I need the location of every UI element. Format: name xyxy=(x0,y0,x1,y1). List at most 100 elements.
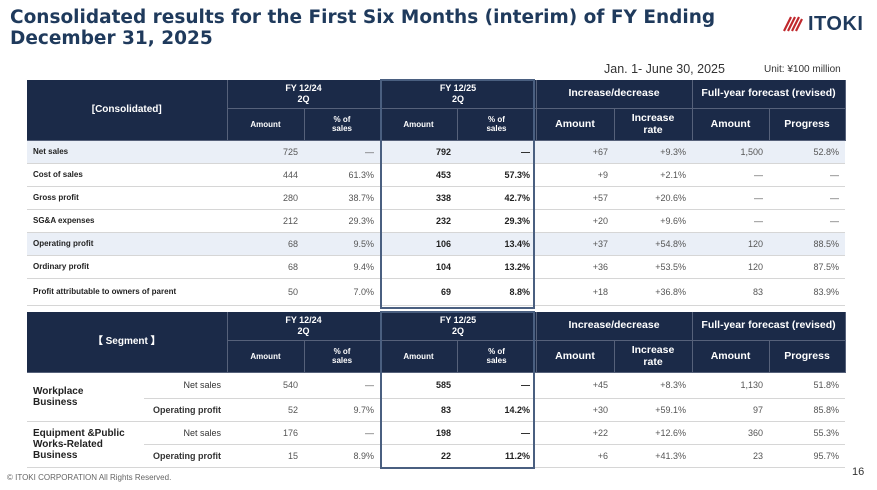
row-label: Cost of sales xyxy=(27,163,227,187)
forecast-amount: 120 xyxy=(692,232,770,256)
fy25-amount: 198 xyxy=(380,421,458,445)
fy25-amount: 453 xyxy=(380,163,457,187)
logo-text: ITOKI xyxy=(808,13,864,35)
increase-amount: +67 xyxy=(536,140,614,164)
table-row: Profit attributable to owners of parent 5… xyxy=(27,278,846,306)
fc-amount-header: Amount xyxy=(692,340,770,373)
row-label: Profit attributable to owners of parent xyxy=(27,278,227,306)
increase-rate: +59.1% xyxy=(614,398,693,422)
segment-metric-label: Operating profit xyxy=(144,444,228,468)
fy25-amount: 792 xyxy=(380,140,457,164)
increase-rate: +20.6% xyxy=(614,186,693,210)
inc-rate-header: Increase rate xyxy=(614,340,693,373)
increase-rate: +53.5% xyxy=(614,255,693,279)
fy24-pct-sales: 9.4% xyxy=(304,255,380,279)
segment-name: Equipment &Public Works-Related Business xyxy=(27,421,144,468)
fy24-amount: 540 xyxy=(227,372,305,399)
segment-name: Workplace Business xyxy=(27,372,144,422)
inc-amount-header: Amount xyxy=(536,108,615,141)
forecast-amount: — xyxy=(692,209,770,233)
forecast-amount: 120 xyxy=(692,255,770,279)
consolidated-corner-label: [Consolidated] xyxy=(27,80,228,141)
fy24-amount: 15 xyxy=(227,444,305,468)
forecast-header: Full-year forecast (revised) xyxy=(692,312,846,341)
period-label: Jan. 1- June 30, 2025 xyxy=(604,62,725,76)
progress-value: — xyxy=(769,163,846,187)
fy24-amount: 50 xyxy=(227,278,304,306)
increase-amount: +22 xyxy=(536,421,615,445)
inc-amount-header: Amount xyxy=(536,340,615,373)
fy24-pct-sales: 9.5% xyxy=(304,232,380,256)
fy25-header: FY 12/25 2Q xyxy=(380,80,537,109)
table-row: Gross profit 280 38.7% 338 42.7% +57 +20.6% — — xyxy=(27,186,846,210)
progress-value: 95.7% xyxy=(769,444,846,468)
fy25-pct-sales: 42.7% xyxy=(457,186,536,210)
row-label: SG&A expenses xyxy=(27,209,227,233)
amount-header: Amount xyxy=(380,108,458,141)
fy24-amount: 68 xyxy=(227,255,304,279)
page-title: Consolidated results for the First Six M… xyxy=(10,7,716,49)
increase-rate: +12.6% xyxy=(614,421,693,445)
row-label: Gross profit xyxy=(27,186,227,210)
progress-value: 51.8% xyxy=(769,372,846,399)
increase-rate: +41.3% xyxy=(614,444,693,468)
fy25-amount: 585 xyxy=(380,372,458,399)
increase-amount: +45 xyxy=(536,372,615,399)
fy25-pct-sales: — xyxy=(457,372,537,399)
table-row: Cost of sales 444 61.3% 453 57.3% +9 +2.1% — — xyxy=(27,163,846,187)
increase-rate: +2.1% xyxy=(614,163,693,187)
increase-amount: +57 xyxy=(536,186,614,210)
progress-header: Progress xyxy=(769,340,846,373)
increase-amount: +20 xyxy=(536,209,614,233)
increase-decrease-header: Increase/decrease xyxy=(536,80,693,109)
increase-amount: +37 xyxy=(536,232,614,256)
fy25-pct-sales: 57.3% xyxy=(457,163,536,187)
fy24-pct-sales: — xyxy=(304,372,381,399)
progress-value: 88.5% xyxy=(769,232,846,256)
fy24-pct-sales: 9.7% xyxy=(304,398,381,422)
row-label: Operating profit xyxy=(27,232,227,256)
fy24-header: FY 12/24 2Q xyxy=(227,312,381,341)
fy25-amount: 232 xyxy=(380,209,457,233)
segment-metric-label: Operating profit xyxy=(144,398,228,422)
row-label: Net sales xyxy=(27,140,227,164)
increase-rate: +9.6% xyxy=(614,209,693,233)
progress-header: Progress xyxy=(769,108,846,141)
pct-sales-header: % of sales xyxy=(304,108,381,141)
forecast-amount: — xyxy=(692,186,770,210)
fy24-header: FY 12/24 2Q xyxy=(227,80,381,109)
table-row: Ordinary profit 68 9.4% 104 13.2% +36 +53.5% 12… xyxy=(27,255,846,279)
inc-rate-header: Increase rate xyxy=(614,108,693,141)
progress-value: 85.8% xyxy=(769,398,846,422)
segment-corner-label: 【 Segment 】 xyxy=(27,312,228,373)
fy24-amount: 68 xyxy=(227,232,304,256)
fy25-amount: 338 xyxy=(380,186,457,210)
forecast-header: Full-year forecast (revised) xyxy=(692,80,846,109)
table-row: Operating profit 68 9.5% 106 13.4% +37 +54.8% 1… xyxy=(27,232,846,256)
fy25-pct-sales: 11.2% xyxy=(457,444,537,468)
pct-sales-header: % of sales xyxy=(457,340,537,373)
increase-rate: +9.3% xyxy=(614,140,693,164)
forecast-amount: 23 xyxy=(692,444,770,468)
fy25-pct-sales: 13.4% xyxy=(457,232,536,256)
progress-value: 52.8% xyxy=(769,140,846,164)
increase-amount: +6 xyxy=(536,444,615,468)
progress-value: — xyxy=(769,209,846,233)
table-row: Operating profit 52 9.7% 83 14.2% +30 +59.1% 97… xyxy=(27,398,846,422)
page-number: 16 xyxy=(852,466,865,478)
increase-amount: +18 xyxy=(536,278,614,306)
segment-table: 【 Segment 】 FY 12/24 2Q FY 12/25 2Q Incr… xyxy=(27,312,846,468)
increase-rate: +8.3% xyxy=(614,372,693,399)
segment-metric-label: Net sales xyxy=(144,421,228,445)
increase-amount: +9 xyxy=(536,163,614,187)
fy24-amount: 176 xyxy=(227,421,305,445)
copyright-footer: © ITOKI CORPORATION All Rights Reserved. xyxy=(7,473,172,482)
fy25-amount: 69 xyxy=(380,278,457,306)
pct-sales-header: % of sales xyxy=(304,340,381,373)
fy24-pct-sales: — xyxy=(304,421,381,445)
progress-value: 55.3% xyxy=(769,421,846,445)
progress-value: — xyxy=(769,186,846,210)
fy24-pct-sales: 61.3% xyxy=(304,163,380,187)
fy24-amount: 212 xyxy=(227,209,304,233)
fy25-header: FY 12/25 2Q xyxy=(380,312,537,341)
